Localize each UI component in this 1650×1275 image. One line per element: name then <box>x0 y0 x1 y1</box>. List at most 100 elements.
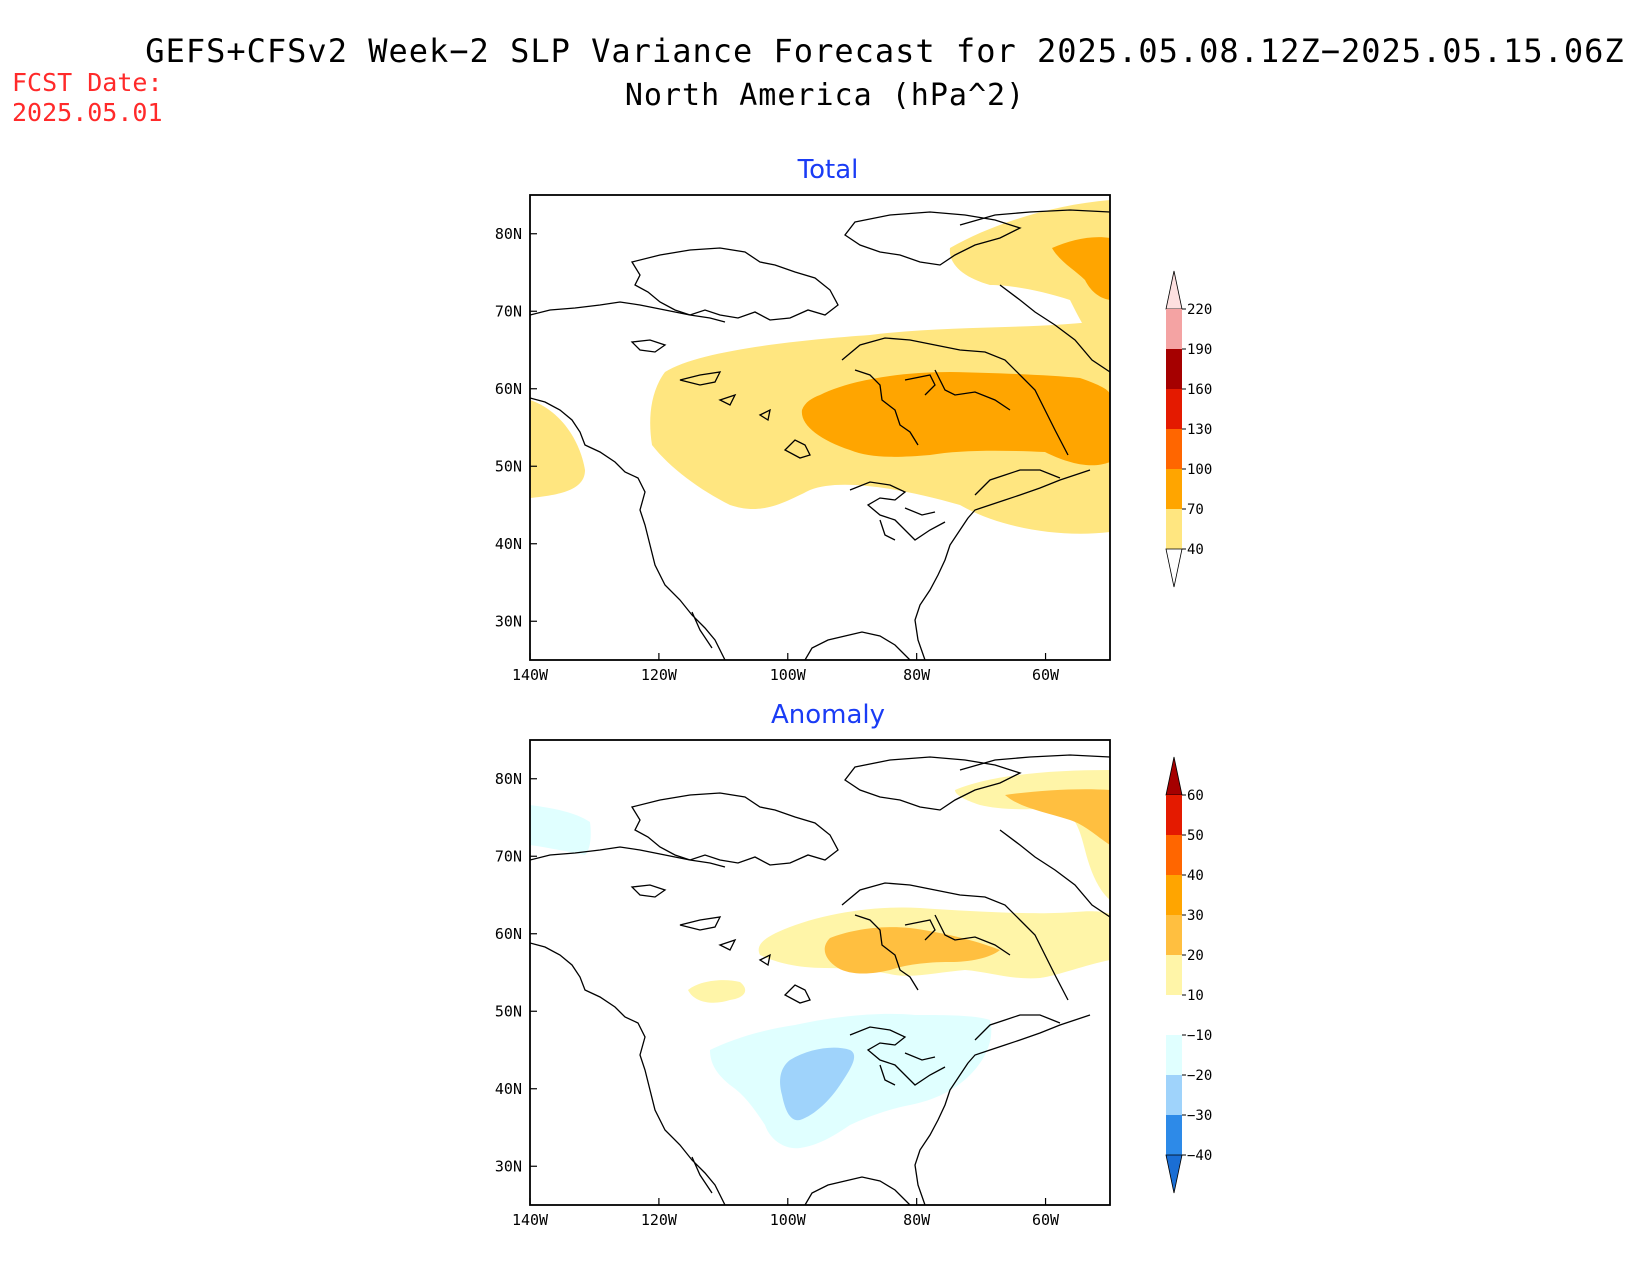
colorbar-segment <box>1166 1035 1182 1075</box>
lon-tick-label: 60W <box>1032 1211 1060 1229</box>
colorbar-label: 70 <box>1187 502 1204 518</box>
forecast-date-label: FCST Date: <box>12 68 163 97</box>
total-region-70-greenland <box>1052 237 1110 300</box>
lon-tick-label: 140W <box>512 666 549 684</box>
lat-tick-label: 40N <box>495 1080 522 1098</box>
total-alaska-coast <box>530 301 726 323</box>
lat-tick-label: 50N <box>495 1002 522 1020</box>
colorbar-top-arrow <box>1165 270 1183 310</box>
colorbar-segment <box>1166 389 1182 429</box>
anomaly-field <box>530 754 1110 1205</box>
anomaly-west-coast <box>530 942 726 1205</box>
colorbar-segment <box>1166 835 1182 875</box>
total-small-islands <box>630 339 811 459</box>
forecast-date-value: 2025.05.01 <box>12 98 163 127</box>
colorbar-segment <box>1166 1115 1182 1155</box>
anomaly-greenland-coast <box>959 754 1110 918</box>
anomaly-region-neg10-central <box>710 1013 992 1149</box>
colorbar-segment <box>1166 995 1182 1035</box>
total-field <box>530 200 1110 660</box>
total-arctic-islands-north <box>844 211 1022 266</box>
colorbar-segment <box>1166 309 1182 349</box>
anomaly-panel-title: Anomaly <box>771 700 885 730</box>
colorbar-label: 60 <box>1187 788 1204 804</box>
colorbar-label: 40 <box>1187 868 1204 884</box>
anomaly-lat-ticks: 80N 70N 60N 50N 40N 30N <box>495 770 537 1175</box>
total-east-coast <box>914 469 1091 660</box>
total-region-70-central <box>801 372 1110 466</box>
colorbar-segment <box>1166 915 1182 955</box>
colorbar-segment <box>1166 1075 1182 1115</box>
lon-tick-label: 120W <box>641 1211 678 1229</box>
anomaly-small-islands <box>630 884 811 1004</box>
lat-tick-label: 50N <box>495 457 522 475</box>
lat-tick-label: 70N <box>495 302 522 320</box>
total-hudson-bay <box>841 337 1069 456</box>
total-map-frame <box>529 194 1111 661</box>
colorbar-label: 100 <box>1187 462 1212 478</box>
lat-tick-label: 30N <box>495 612 522 630</box>
total-panel-title: Total <box>797 155 859 185</box>
lon-tick-label: 140W <box>512 1211 549 1229</box>
total-lat-ticks: 80N 70N 60N 50N 40N 30N <box>495 225 537 630</box>
anomaly-arctic-islands-north <box>844 756 1022 811</box>
total-gulf-coast <box>804 631 911 660</box>
lon-tick-label: 60W <box>1032 666 1060 684</box>
anomaly-map-frame <box>529 739 1111 1206</box>
colorbar-bottom-arrow <box>1165 1154 1183 1194</box>
anomaly-lon-ticks: 140W 120W 100W 80W 60W <box>512 1198 1060 1229</box>
colorbar-label: −20 <box>1187 1068 1212 1084</box>
anomaly-panel: Anomaly <box>495 700 1212 1229</box>
anomaly-gulf-coast <box>804 1176 911 1205</box>
total-arctic-islands <box>630 247 839 321</box>
colorbar-label: 190 <box>1187 342 1212 358</box>
colorbar-segment <box>1166 509 1182 549</box>
total-colorbar: 220 190 160 130 100 70 40 <box>1165 270 1212 588</box>
anomaly-region-20-greenland <box>1005 789 1110 845</box>
total-region-40-greenland <box>949 200 1110 360</box>
colorbar-label: 130 <box>1187 422 1212 438</box>
anomaly-great-lakes <box>849 1026 946 1086</box>
lon-tick-label: 80W <box>903 666 931 684</box>
colorbar-segment <box>1166 875 1182 915</box>
lat-tick-label: 80N <box>495 225 522 243</box>
lon-tick-label: 80W <box>903 1211 931 1229</box>
colorbar-label: 160 <box>1187 382 1212 398</box>
lon-tick-label: 100W <box>770 1211 807 1229</box>
main-title: GEFS+CFSv2 Week−2 SLP Variance Forecast … <box>145 32 1625 70</box>
colorbar-label: 40 <box>1187 542 1204 558</box>
anomaly-east-coast <box>914 1014 1091 1205</box>
anomaly-colorbar: 60 50 40 30 20 10 −10 −20 −30 −40 <box>1165 756 1212 1194</box>
colorbar-segment <box>1166 955 1182 995</box>
lat-tick-label: 40N <box>495 535 522 553</box>
anomaly-region-neg10-pacific <box>530 805 591 855</box>
colorbar-label: 30 <box>1187 908 1204 924</box>
anomaly-alaska-coast <box>530 846 726 868</box>
total-west-coast <box>530 397 726 660</box>
lat-tick-label: 80N <box>495 770 522 788</box>
colorbar-label: 20 <box>1187 948 1204 964</box>
colorbar-label: −40 <box>1187 1148 1212 1164</box>
colorbar-segment <box>1166 349 1182 389</box>
lat-tick-label: 70N <box>495 847 522 865</box>
colorbar-label: 10 <box>1187 988 1204 1004</box>
anomaly-region-neg20-central <box>780 1047 855 1121</box>
anomaly-region-20-central <box>824 927 1000 974</box>
colorbar-label: −10 <box>1187 1028 1212 1044</box>
colorbar-label: −30 <box>1187 1108 1212 1124</box>
anomaly-arctic-islands <box>630 792 839 866</box>
lon-tick-label: 120W <box>641 666 678 684</box>
lat-tick-label: 30N <box>495 1157 522 1175</box>
total-greenland-coast <box>959 209 1110 373</box>
total-great-lakes <box>849 481 946 541</box>
colorbar-label: 50 <box>1187 828 1204 844</box>
anomaly-hudson-bay <box>841 882 1069 1001</box>
colorbar-segment <box>1166 429 1182 469</box>
colorbar-label: 220 <box>1187 302 1212 318</box>
total-lon-ticks: 140W 120W 100W 80W 60W <box>512 653 1060 684</box>
lat-tick-label: 60N <box>495 380 522 398</box>
colorbar-bottom-arrow <box>1165 548 1183 588</box>
total-region-40-pacific <box>530 400 585 498</box>
